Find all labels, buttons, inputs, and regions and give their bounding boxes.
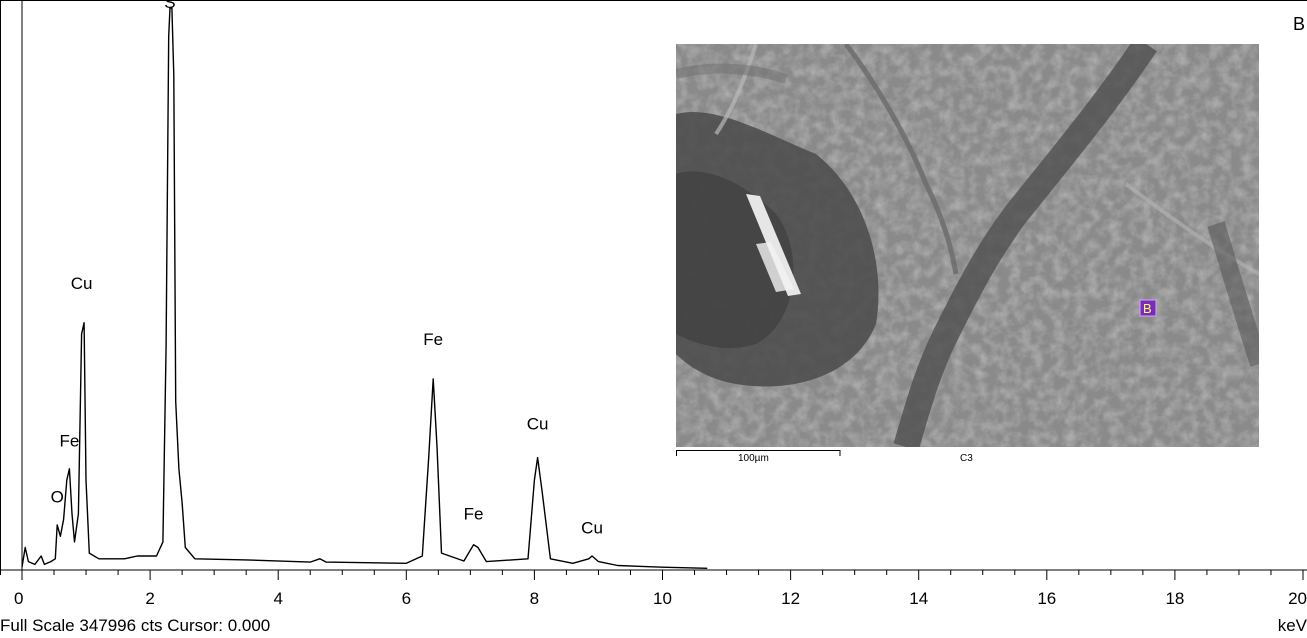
- image-label: C3: [960, 453, 973, 464]
- x-tick-label: 6: [402, 589, 411, 608]
- analysis-point-label: B: [1143, 301, 1152, 316]
- peak-label-cu: Cu: [581, 518, 603, 537]
- sem-micrograph-inset: B: [676, 44, 1259, 447]
- peak-label-fe: Fe: [59, 431, 79, 450]
- analysis-point-marker: [1139, 299, 1157, 317]
- x-tick-label: 10: [653, 589, 672, 608]
- peak-labels: S Cu Fe O Fe Fe Cu Cu: [51, 0, 603, 537]
- sem-micrograph-image: B: [676, 44, 1259, 447]
- peak-label-o: O: [51, 488, 64, 507]
- x-tick-label: 2: [145, 589, 154, 608]
- peak-label-s: S: [164, 0, 175, 12]
- peak-label-cu: Cu: [71, 274, 93, 293]
- x-axis-tick-labels: 0 2 4 6 8 10 12 14 16 18 20: [14, 589, 1307, 608]
- x-tick-label: 4: [273, 589, 282, 608]
- x-tick-label: 18: [1165, 589, 1184, 608]
- status-bar-text: Full Scale 347996 cts Cursor: 0.000: [0, 616, 271, 635]
- spectrum-label: B: [1292, 14, 1305, 34]
- peak-label-fe: Fe: [464, 504, 484, 523]
- x-tick-label: 14: [909, 589, 928, 608]
- x-tick-label: 12: [781, 589, 800, 608]
- scale-bar-label: 100µm: [738, 453, 769, 464]
- x-axis-unit: keV: [1277, 616, 1307, 635]
- x-tick-label: 8: [530, 589, 539, 608]
- scale-bar: [676, 450, 841, 456]
- x-tick-label: 0: [14, 589, 23, 608]
- x-tick-label: 20: [1288, 589, 1307, 608]
- scale-bar-area: 100µm C3: [676, 448, 1259, 468]
- x-tick-label: 16: [1037, 589, 1056, 608]
- peak-label-fe: Fe: [423, 330, 443, 349]
- peak-label-cu: Cu: [527, 415, 549, 434]
- x-axis-ticks: [21, 570, 1304, 580]
- spectrum-line: [21, 7, 708, 569]
